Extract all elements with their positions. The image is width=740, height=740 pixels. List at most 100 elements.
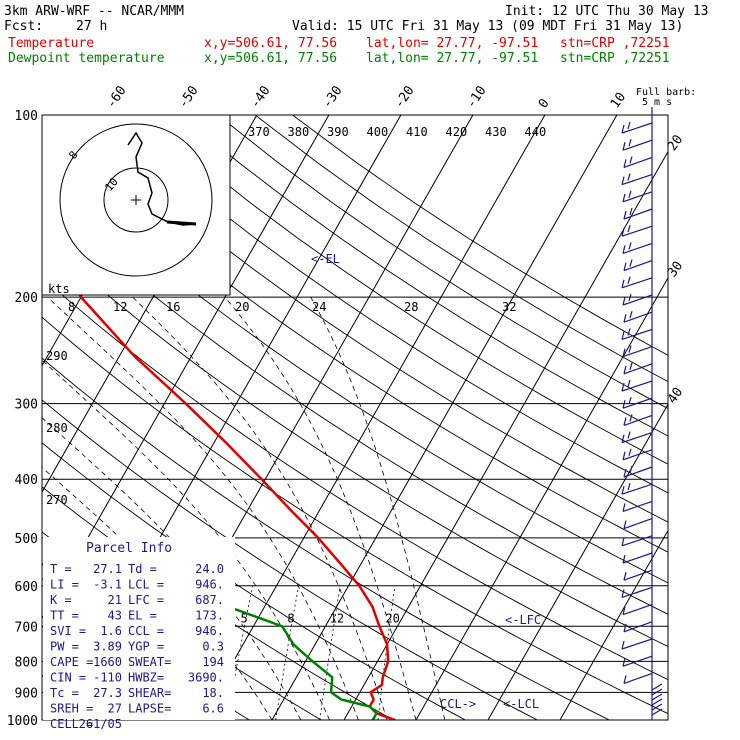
hodograph-axis-label-24: 24 [312,300,326,314]
wind-barb [651,698,663,706]
theta-label-400: 400 [367,125,389,139]
pressure-label-400: 400 [15,473,38,488]
hodograph-axis-label-16: 16 [166,300,180,314]
wind-barb [623,365,627,374]
temperature-station: stn=CRP ,72251 [560,36,670,51]
parcel-row-label: PW = [50,640,79,654]
wind-barb [623,210,627,220]
model-title: 3km ARW-WRF -- NCAR/MMM [4,4,185,19]
wind-barb [628,397,632,405]
temperature-tick-30: 30 [665,259,686,280]
wind-barb [622,142,626,151]
temperature-tick--30: -30 [320,83,346,111]
pressure-label-200: 200 [15,291,38,306]
hodograph-units: kts [48,282,70,296]
hodograph-axis-label-12: 12 [113,300,127,314]
wind-barb [651,693,663,701]
temperature-legend: Temperature [8,36,95,51]
wind-barb [623,621,653,633]
parcel-row-value: 0.3 [202,640,224,654]
temperature-tick-40: 40 [665,385,686,406]
wind-barb [621,535,653,547]
wind-barb [628,345,632,353]
mixing-ratio-label-20: 20 [385,611,399,625]
parcel-row-label: T = [50,562,72,576]
parcel-row-label: SHEAR= [128,686,171,700]
parcel-row-value: 261/05 [79,717,122,731]
wind-barb [627,121,631,130]
dry-adiabat [68,115,668,523]
valid-time: Valid: 15 UTC Fri 31 May 13 (09 MDT Fri … [292,19,684,34]
wind-barb [621,331,625,340]
dry-adiabat [105,115,668,494]
wind-barb [621,483,653,495]
wind-barb [622,554,626,564]
hodograph-ring-outer [59,123,213,277]
parcel-row-value: 3.89 [93,640,122,654]
wind-barb [622,397,653,409]
wind-barb [621,434,625,443]
dry-adiabat [254,115,668,383]
wind-barb [623,623,627,632]
temperature-tick-10: 10 [608,90,629,111]
parcel-row-label: LAPSE= [128,702,171,716]
isotherm [343,150,668,720]
wind-barb [629,362,633,370]
dry-adiabat [42,198,668,615]
wind-barb [621,586,653,598]
wind-barb [621,176,625,185]
wind-barb [621,328,653,340]
isotherm [415,276,668,720]
wind-barb [621,122,653,134]
wind-barb [621,228,625,237]
dry-adiabat [42,399,538,720]
wind-barb [651,703,663,711]
dewpoint-station: stn=CRP ,72251 [560,51,670,66]
wind-barb [623,159,627,168]
theta-label-420: 420 [446,125,468,139]
hodograph-axis-label-8: 8 [68,300,75,314]
parcel-row-label: TT = [50,609,79,623]
wind-barb [622,604,653,616]
lcl-annotation: <-LCL [503,697,539,711]
dry-adiabat [42,316,668,715]
parcel-row-value: 3690. [188,671,224,685]
ccl-annotation: CCL-> [440,697,476,711]
moist-adiabat [47,296,359,720]
wind-barb [621,638,653,650]
wind-barb [622,400,626,409]
parcel-row-label: CAPE = [50,655,93,669]
pressure-label-1000: 1000 [7,714,38,729]
parcel-row-value: 946. [195,624,224,638]
theta-side-label-290: 290 [46,349,68,363]
wind-barb [623,518,653,530]
wind-barb [621,124,625,134]
el-annotation: <-EL [311,252,340,266]
parcel-row-value: 27.1 [93,562,122,576]
moist-adiabat [42,417,302,720]
wind-barb [622,346,653,358]
wind-barb [623,417,627,426]
temperature-trace [42,115,396,720]
wind-barb [622,500,653,512]
plot-frame [41,114,669,721]
parcel-info-title: Parcel Info [86,541,172,556]
dry-adiabat [143,115,668,465]
parcel-row-label: CELL = [50,717,93,731]
hodograph-axis-label-32: 32 [502,300,516,314]
dewpoint-latlon: lat,lon= 27.77, -97.51 [366,51,539,66]
mixing-ratio-label-12: 12 [330,611,344,625]
forecast-hour: 27 h [76,19,108,34]
wind-barb [622,139,653,151]
theta-label-410: 410 [406,125,428,139]
parcel-row-label: LCL = [128,578,164,592]
wind-barb [621,382,625,392]
wind-barb [623,208,653,220]
wind-barb [623,466,653,478]
mixing-ratio-line [319,585,341,720]
wind-barb [623,414,653,426]
moist-adiabat [132,296,388,720]
parcel-row-label: SVI = [50,624,86,638]
wind-barb [623,311,653,323]
parcel-row-label: SREH = [50,702,93,716]
